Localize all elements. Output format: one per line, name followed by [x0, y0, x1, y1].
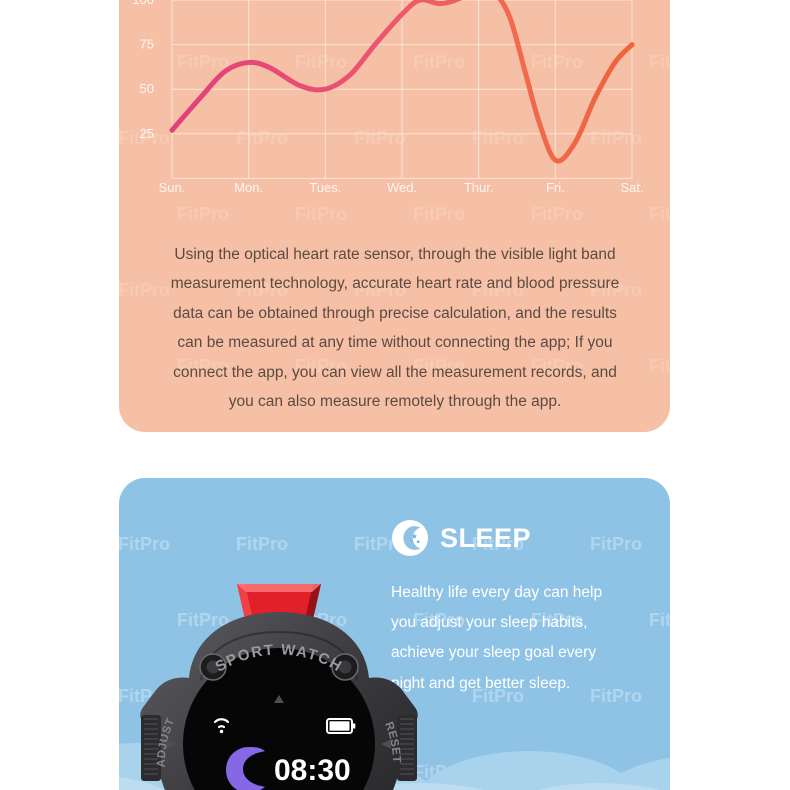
svg-text:Sun.: Sun.: [159, 180, 186, 195]
svg-text:Fri.: Fri.: [546, 180, 565, 195]
svg-text:100: 100: [132, 0, 154, 7]
svg-text:Sat.: Sat.: [620, 180, 643, 195]
svg-text:75: 75: [140, 37, 154, 52]
svg-text:Wed.: Wed.: [387, 180, 417, 195]
svg-text:50: 50: [140, 81, 154, 96]
svg-text:08:30: 08:30: [274, 754, 351, 787]
svg-text:25: 25: [140, 126, 154, 141]
svg-text:Mon.: Mon.: [234, 180, 263, 195]
svg-text:Thur.: Thur.: [464, 180, 494, 195]
svg-text:Tues.: Tues.: [309, 180, 341, 195]
